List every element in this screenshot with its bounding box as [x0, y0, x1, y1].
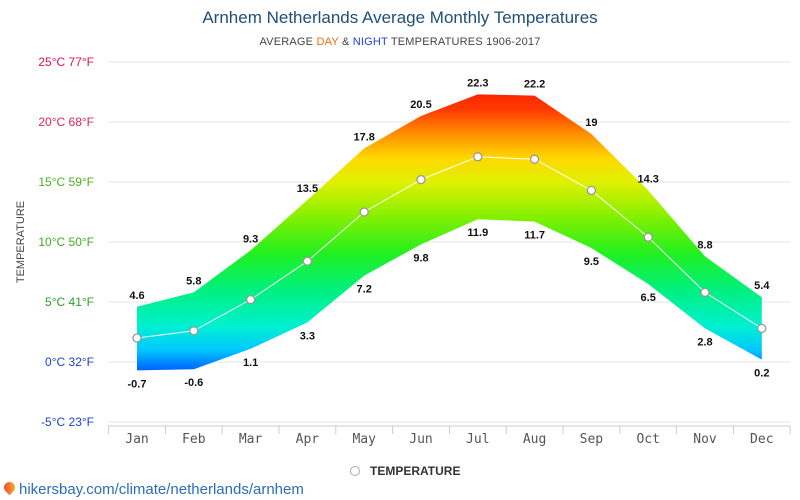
- y-tick-label: 5°C 41°F: [45, 295, 94, 309]
- legend-marker-icon: [350, 466, 360, 476]
- average-temperature-point: [586, 185, 597, 196]
- night-value-label: 9.8: [413, 252, 428, 264]
- y-tick-label: 20°C 68°F: [38, 115, 94, 129]
- night-value-label: 3.3: [300, 330, 315, 342]
- day-value-label: 5.8: [186, 275, 201, 287]
- day-value-label: 19: [585, 117, 597, 129]
- x-tick-label: Dec: [750, 432, 773, 447]
- y-tick-label: 15°C 59°F: [38, 175, 94, 189]
- source-link[interactable]: hikersbay.com/climate/netherlands/arnhem: [1, 479, 304, 498]
- average-temperature-point: [473, 152, 483, 162]
- day-value-label: 8.8: [697, 239, 712, 251]
- x-tick-label: May: [352, 432, 376, 447]
- legend-label: TEMPERATURE: [370, 464, 461, 478]
- night-value-label: 11.9: [467, 227, 488, 239]
- y-tick-label: 25°C 77°F: [38, 55, 94, 69]
- average-temperature-point: [416, 174, 426, 185]
- subtitle-night: NIGHT: [352, 36, 388, 48]
- average-temperature-point: [529, 154, 540, 164]
- x-tick-label: Jan: [125, 432, 148, 447]
- day-value-label: 17.8: [353, 131, 374, 143]
- chart-legend[interactable]: TEMPERATURE: [350, 464, 460, 478]
- night-value-label: -0.7: [128, 378, 147, 390]
- night-value-label: 9.5: [584, 256, 599, 268]
- y-axis-title: TEMPERATURE: [15, 201, 27, 283]
- subtitle-amp: &: [338, 36, 353, 48]
- day-value-label: 22.2: [524, 79, 545, 91]
- location-pin-icon: [1, 479, 18, 496]
- average-temperature-point: [757, 323, 767, 334]
- source-text: hikersbay.com/climate/netherlands/arnhem: [19, 481, 304, 498]
- night-value-label: 1.1: [243, 357, 258, 369]
- x-tick-label: Nov: [693, 432, 717, 447]
- subtitle-day: DAY: [316, 36, 339, 48]
- x-tick-label: Sep: [580, 432, 604, 447]
- average-temperature-point: [302, 256, 313, 266]
- day-night-band: [137, 94, 762, 371]
- night-value-label: -0.6: [184, 377, 203, 389]
- chart-title: Arnhem Netherlands Average Monthly Tempe…: [202, 8, 598, 27]
- night-value-label: 11.7: [524, 230, 545, 242]
- night-value-label: 6.5: [641, 292, 656, 304]
- night-value-label: 2.8: [697, 336, 712, 348]
- day-value-label: 5.4: [754, 280, 770, 292]
- day-value-label: 4.6: [129, 290, 144, 302]
- average-temperature-point: [359, 207, 369, 217]
- x-tick-label: Feb: [182, 432, 206, 447]
- x-tick-label: Jul: [466, 432, 489, 447]
- day-value-label: 22.3: [467, 77, 488, 89]
- y-tick-label: 10°C 50°F: [38, 235, 94, 249]
- x-tick-label: Aug: [523, 432, 546, 447]
- y-tick-label: 0°C 32°F: [45, 355, 94, 369]
- chart-subtitle: AVERAGE DAY & NIGHT TEMPERATURES 1906-20…: [0, 36, 800, 48]
- x-tick-label: Apr: [296, 432, 320, 447]
- average-temperature-point: [132, 333, 142, 343]
- x-tick-label: Jun: [409, 432, 432, 447]
- x-tick-label: Oct: [636, 432, 659, 447]
- average-temperature-point: [700, 287, 710, 298]
- average-temperature-point: [245, 294, 256, 305]
- average-temperature-point: [189, 326, 199, 336]
- average-temperature-line: [136, 156, 763, 339]
- subtitle-suffix: TEMPERATURES 1906-2017: [387, 36, 541, 48]
- subtitle-prefix: AVERAGE: [259, 36, 317, 48]
- average-temperature-point: [643, 232, 653, 242]
- day-value-label: 14.3: [637, 173, 658, 185]
- x-tick-label: Mar: [239, 432, 263, 447]
- night-value-label: 7.2: [357, 284, 372, 296]
- day-value-label: 9.3: [243, 233, 258, 245]
- night-value-label: 0.2: [754, 368, 769, 380]
- day-value-label: 13.5: [297, 183, 318, 195]
- y-tick-label: -5°C 23°F: [41, 415, 94, 429]
- day-value-label: 20.5: [410, 99, 431, 111]
